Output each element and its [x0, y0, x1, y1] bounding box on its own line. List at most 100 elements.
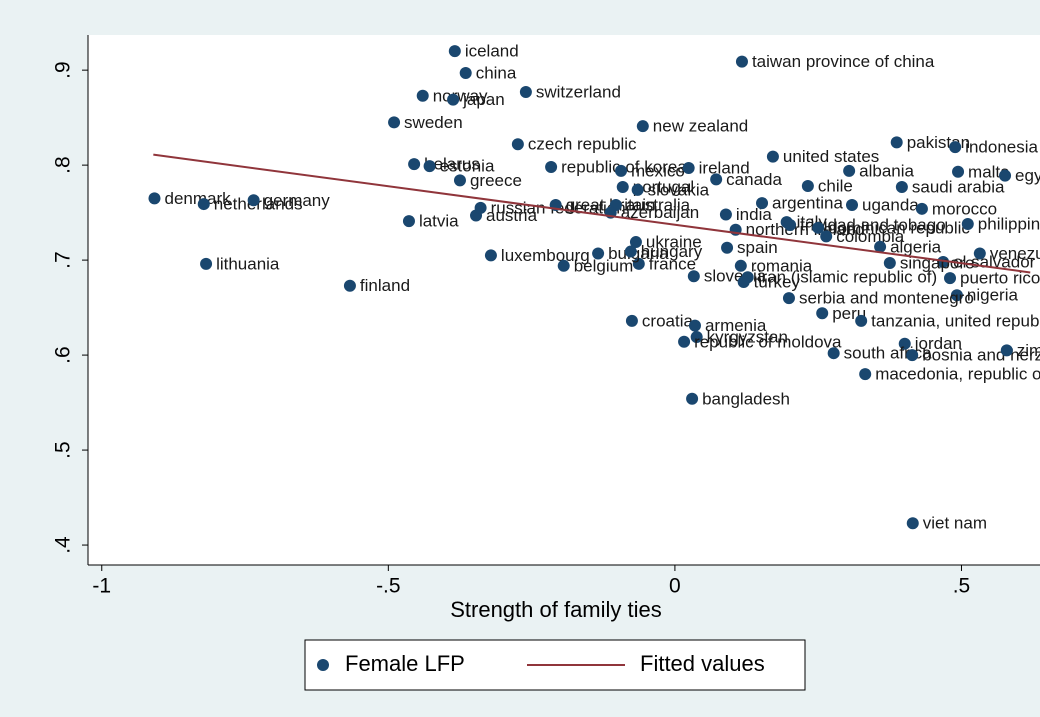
point — [952, 165, 965, 178]
point-label: portugal — [633, 177, 694, 196]
point — [906, 349, 919, 362]
point-label: spain — [737, 238, 778, 257]
point — [874, 240, 887, 253]
point — [686, 392, 699, 405]
point — [423, 160, 436, 173]
point — [459, 66, 472, 79]
point-label: ireland — [699, 158, 750, 177]
point — [688, 319, 701, 332]
point-label: bulgaria — [608, 244, 669, 263]
point — [735, 55, 748, 68]
point — [200, 257, 213, 270]
point — [944, 272, 957, 285]
point — [756, 197, 769, 210]
point-label: saudi arabia — [912, 177, 1005, 196]
point-label: serbia and montenegro — [799, 289, 974, 308]
point-label: australia — [626, 196, 691, 215]
point-label: new zealand — [653, 117, 748, 136]
point — [636, 120, 649, 133]
point — [812, 221, 825, 234]
point-label: switzerland — [536, 82, 621, 101]
point — [408, 158, 421, 171]
point-label: iceland — [465, 42, 519, 61]
point — [447, 93, 460, 106]
point-label: el salvador — [953, 252, 1036, 271]
point-label: belgium — [574, 256, 634, 275]
point — [416, 89, 429, 102]
point-label: austria — [486, 206, 538, 225]
point-label: united states — [783, 147, 879, 166]
point-label: slovakia — [648, 180, 710, 199]
point-label: canada — [726, 170, 782, 189]
y-tick-label: .6 — [52, 346, 75, 364]
point — [624, 245, 637, 258]
point — [883, 256, 896, 269]
point — [453, 174, 466, 187]
point-label: japan — [462, 90, 505, 109]
point — [197, 198, 210, 211]
point — [615, 164, 628, 177]
point — [937, 256, 950, 269]
point-label: indonesia — [965, 138, 1038, 157]
point-label: argentina — [772, 194, 843, 213]
point-label: iran (islamic republic of) — [758, 268, 938, 287]
x-tick-label: -.5 — [376, 575, 401, 598]
point-label: republic of moldova — [694, 332, 842, 351]
point-label: jordan — [914, 334, 962, 353]
point — [1000, 344, 1013, 357]
point — [545, 161, 558, 174]
point-label: croatia — [642, 311, 694, 330]
point — [898, 337, 911, 350]
point — [474, 201, 487, 214]
point — [855, 314, 868, 327]
y-tick-label: .5 — [52, 441, 75, 459]
point — [784, 218, 797, 231]
point-label: kyrgyzstan — [707, 328, 788, 347]
point — [895, 180, 908, 193]
point-label: sweden — [404, 113, 463, 132]
point-label: india — [736, 205, 772, 224]
point — [816, 307, 829, 320]
point-label: colombia — [836, 227, 905, 246]
point-label: azerbaijan — [621, 203, 699, 222]
point — [973, 247, 986, 260]
y-tick-label: .8 — [52, 156, 75, 174]
legend-label: Fitted values — [640, 651, 765, 676]
point-label: norway — [433, 86, 488, 105]
point-label: turkey — [754, 272, 801, 291]
point-label: venezuela — [990, 244, 1040, 263]
point — [402, 215, 415, 228]
point — [721, 241, 734, 254]
point-label: lithuania — [216, 254, 280, 273]
point-label: luxembourg — [501, 246, 590, 265]
x-tick-label: 0 — [669, 575, 681, 598]
point-label: finland — [360, 276, 410, 295]
point — [950, 289, 963, 302]
point-label: macedonia, republic of — [875, 365, 1040, 384]
legend-label: Female LFP — [345, 651, 465, 676]
point-label: zimbabwe — [1017, 341, 1040, 360]
point — [719, 208, 732, 221]
point — [846, 199, 859, 212]
point — [484, 249, 497, 262]
point — [592, 247, 605, 260]
point-label: taiwan province of china — [752, 52, 935, 71]
point-label: uganda — [862, 196, 919, 215]
point-label: albania — [859, 161, 914, 180]
point — [961, 218, 974, 231]
point-label: viet nam — [923, 514, 987, 533]
y-tick-label: .7 — [52, 251, 75, 269]
x-tick-label: -1 — [92, 575, 111, 598]
point-label: belarus — [424, 155, 480, 174]
point-label: nigeria — [967, 286, 1019, 305]
point-label: china — [476, 63, 517, 82]
point — [388, 116, 401, 129]
point — [827, 347, 840, 360]
x-axis-title: Strength of family ties — [450, 597, 662, 622]
point — [631, 183, 644, 196]
point — [737, 275, 750, 288]
point — [448, 45, 461, 58]
point — [766, 150, 779, 163]
point-label: latvia — [419, 212, 459, 231]
